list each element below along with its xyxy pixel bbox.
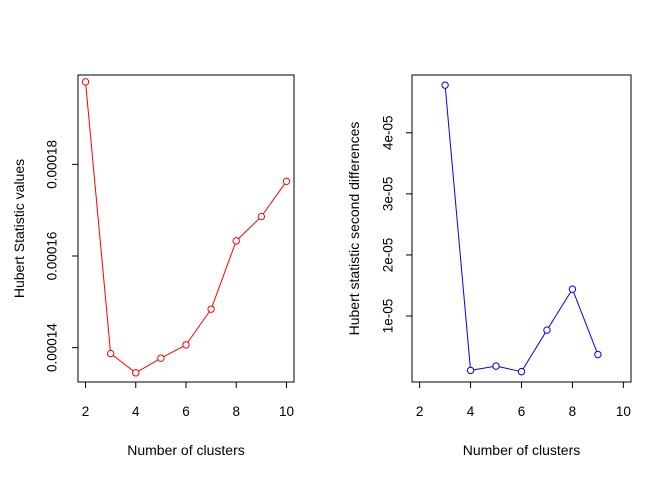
series-line-segment	[473, 366, 493, 371]
data-point	[543, 326, 551, 334]
x-tick-label: 6	[182, 404, 190, 419]
series-line-segment	[187, 311, 210, 343]
plot-frame	[77, 74, 295, 383]
x-tick-label: 2	[82, 404, 90, 419]
y-tick-label: 4e-05	[381, 116, 396, 151]
data-point	[492, 362, 500, 370]
data-point	[517, 367, 526, 376]
series-line-segment	[499, 366, 519, 372]
y-axis-label: Hubert Statistic values	[11, 159, 27, 298]
data-point	[157, 354, 165, 362]
data-point	[132, 369, 140, 377]
data-point	[232, 237, 240, 245]
series-line-segment	[211, 243, 236, 307]
data-point	[207, 305, 215, 313]
x-axis-label: Number of clusters	[463, 442, 580, 458]
data-point	[182, 341, 190, 349]
data-point	[282, 177, 291, 186]
series-line-segment	[85, 85, 111, 351]
series-line-segment	[548, 291, 572, 328]
x-tick-label: 4	[467, 404, 475, 419]
y-tick-label: 0.00016	[45, 232, 60, 281]
y-tick-label: 2e-05	[381, 238, 396, 273]
y-tick-label: 1e-05	[381, 299, 396, 334]
data-point	[81, 78, 90, 86]
series-line-segment	[573, 291, 598, 352]
x-tick-label: 10	[279, 404, 294, 419]
data-point	[594, 350, 602, 359]
x-tick-label: 4	[132, 404, 140, 419]
series-line-segment	[138, 359, 159, 372]
data-point	[441, 81, 449, 89]
y-tick-label: 0.00018	[45, 140, 60, 189]
right-panel-second-differences: 2 4 6 8 10 1e-05 2e-05 3e-05 4e-05 Number of clus…	[346, 74, 632, 458]
series-line-segment	[163, 345, 184, 358]
y-tick-label: 0.00014	[45, 323, 60, 372]
data-point	[466, 366, 475, 375]
series-line-segment	[262, 183, 286, 215]
data-point	[106, 349, 115, 358]
data-point	[257, 212, 266, 221]
x-tick-label: 8	[569, 404, 577, 419]
x-tick-label: 10	[616, 404, 631, 419]
series-line-segment	[444, 88, 471, 368]
x-tick-label: 6	[518, 404, 526, 419]
plot-frame	[411, 74, 632, 383]
series-line-segment	[238, 218, 260, 240]
x-axis-label: Number of clusters	[127, 442, 244, 458]
x-tick-label: 2	[416, 404, 424, 419]
series-line-segment	[112, 355, 134, 372]
left-panel-hubert-statistic: 2 4 6 8 10 0.00014 0.00016 0.00018 Number of clu…	[11, 74, 295, 458]
y-axis-label: Hubert statistic second differences	[346, 122, 362, 336]
y-tick-label: 3e-05	[381, 177, 396, 212]
x-tick-label: 8	[232, 404, 240, 419]
series-line-segment	[522, 332, 546, 370]
data-point	[568, 285, 577, 293]
